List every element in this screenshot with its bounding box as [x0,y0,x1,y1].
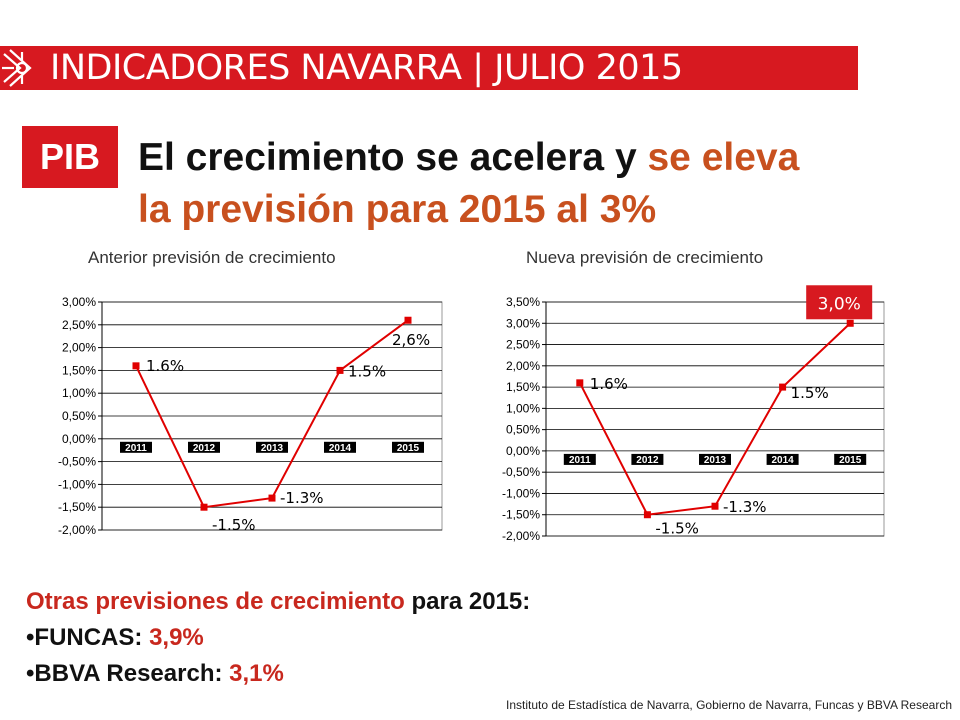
y-tick-label: 3,00% [62,295,96,309]
data-label: -1.3% [723,498,767,516]
headline: El crecimiento se acelera y se eleva la … [138,132,799,236]
x-tick-label-bg [392,441,424,453]
x-tick-label-group: 2012 [188,441,220,454]
data-label: 1.6% [590,375,628,393]
x-tick-label-bg [120,441,152,453]
y-tick-label: 0,00% [62,432,96,446]
x-tick-label-group: 2014 [324,441,356,454]
y-tick-label: -1,00% [502,486,540,500]
y-tick-label: 2,00% [506,359,540,373]
data-point [779,383,787,391]
x-tick-label: 2011 [125,443,147,454]
data-point [132,362,140,370]
y-tick-label: 2,50% [506,338,540,352]
y-tick-label: 2,00% [62,341,96,355]
x-tick-label-bg [766,453,799,465]
source-note: Instituto de Estadística de Navarra, Gob… [506,698,952,712]
x-tick-label-bg [834,453,867,465]
data-point [846,319,854,327]
data-label: 1.6% [146,357,184,375]
highlight-label-bg [806,285,873,320]
header-banner: INDICADORES NAVARRA | JULIO 2015 [0,46,858,90]
navarra-chain-logo-icon [2,49,32,87]
x-tick-label-bg [188,441,220,453]
y-tick-label: 1,50% [506,380,540,394]
x-tick-label-group: 2015 [834,453,867,466]
data-label: 3,0% [818,294,861,314]
data-point [268,494,276,502]
x-tick-label: 2013 [704,455,727,466]
other-forecasts: Otras previsiones de crecimiento para 20… [26,584,530,692]
x-tick-label-group: 2012 [631,453,664,466]
y-tick-label: -1,00% [58,477,96,491]
data-point [643,511,651,519]
data-label: -1.3% [280,489,324,507]
x-tick-label: 2014 [329,443,352,454]
y-tick-label: -1,50% [58,500,96,514]
x-tick-label-group: 2011 [563,453,596,466]
chart-left-title: Anterior previsión de crecimiento [88,248,336,267]
headline-part-1: El crecimiento se acelera y [138,136,648,179]
y-tick-label: 1,50% [62,363,96,377]
y-tick-label: 0,50% [506,423,540,437]
y-tick-label: 0,00% [506,444,540,458]
data-point [404,316,412,324]
x-tick-label: 2012 [193,443,216,454]
data-label: 2,6% [392,331,430,349]
y-tick-label: 3,50% [506,295,540,309]
forecast-item-funcas: •FUNCAS: 3,9% [26,620,530,656]
other-forecasts-heading: Otras previsiones de crecimiento para 20… [26,584,530,620]
y-tick-label: 2,50% [62,318,96,332]
forecast-item-value: 3,1% [229,660,284,687]
headline-part-2: se eleva [647,136,800,179]
data-point [336,366,344,374]
y-tick-label: -1,50% [502,508,540,522]
x-tick-label-bg [256,441,288,453]
new-forecast-chart: 3,50% 3,00% 2,50% 2,00% 1,50% 1,00% 0,50% 0,00%… [502,285,885,542]
y-tick-label: -0,50% [58,455,96,469]
y-tick-label: 1,00% [506,401,540,415]
x-tick-label: 2011 [569,455,591,466]
previous-forecast-chart: 3,00% 2,50% 2,00% 1,50% 1,00% 0,50% 0,00% -0,50… [58,295,443,537]
x-tick-label-group: 2011 [120,441,152,454]
forecast-item-value: 3,9% [149,624,204,651]
x-tick-label-group: 2013 [699,453,731,466]
x-tick-label-bg [563,453,596,465]
x-tick-label-bg [324,441,356,453]
y-tick-label: 3,00% [506,316,540,330]
pib-badge: PIB [22,126,118,188]
data-label: 1.5% [791,384,829,402]
forecast-item-bbva: •BBVA Research: 3,1% [26,656,530,692]
data-point [711,502,719,510]
x-tick-label: 2014 [771,455,794,466]
x-tick-label-group: 2014 [766,453,799,466]
forecast-item-label: •FUNCAS: [26,624,150,651]
x-tick-label-group: 2015 [392,441,424,454]
x-tick-label: 2013 [261,443,284,454]
x-tick-label: 2012 [636,455,659,466]
other-forecasts-heading-black: para 2015: [404,588,531,615]
data-label: -1.5% [655,520,699,538]
data-point [576,379,584,387]
headline-part-3: la previsión para 2015 al 3% [138,188,657,231]
plot-area [545,301,885,537]
other-forecasts-heading-red: Otras previsiones de crecimiento [26,588,405,615]
y-tick-label: 1,00% [62,386,96,400]
y-tick-label: -2,00% [502,529,540,542]
chart-right-title: Nueva previsión de crecimiento [526,248,764,267]
data-label: 1.5% [348,362,386,380]
data-label: -1.5% [212,516,256,534]
x-tick-label-group: 2013 [256,441,288,454]
x-tick-label-bg [699,453,731,465]
x-tick-label: 2015 [397,443,420,454]
x-tick-label-bg [631,453,664,465]
y-tick-label: -0,50% [502,465,540,479]
data-point [200,503,208,511]
forecast-item-label: •BBVA Research: [26,660,230,687]
y-tick-label: 0,50% [62,409,96,423]
x-tick-label: 2015 [839,455,862,466]
banner-title: INDICADORES NAVARRA | JULIO 2015 [50,48,683,88]
y-tick-label: -2,00% [58,523,96,537]
